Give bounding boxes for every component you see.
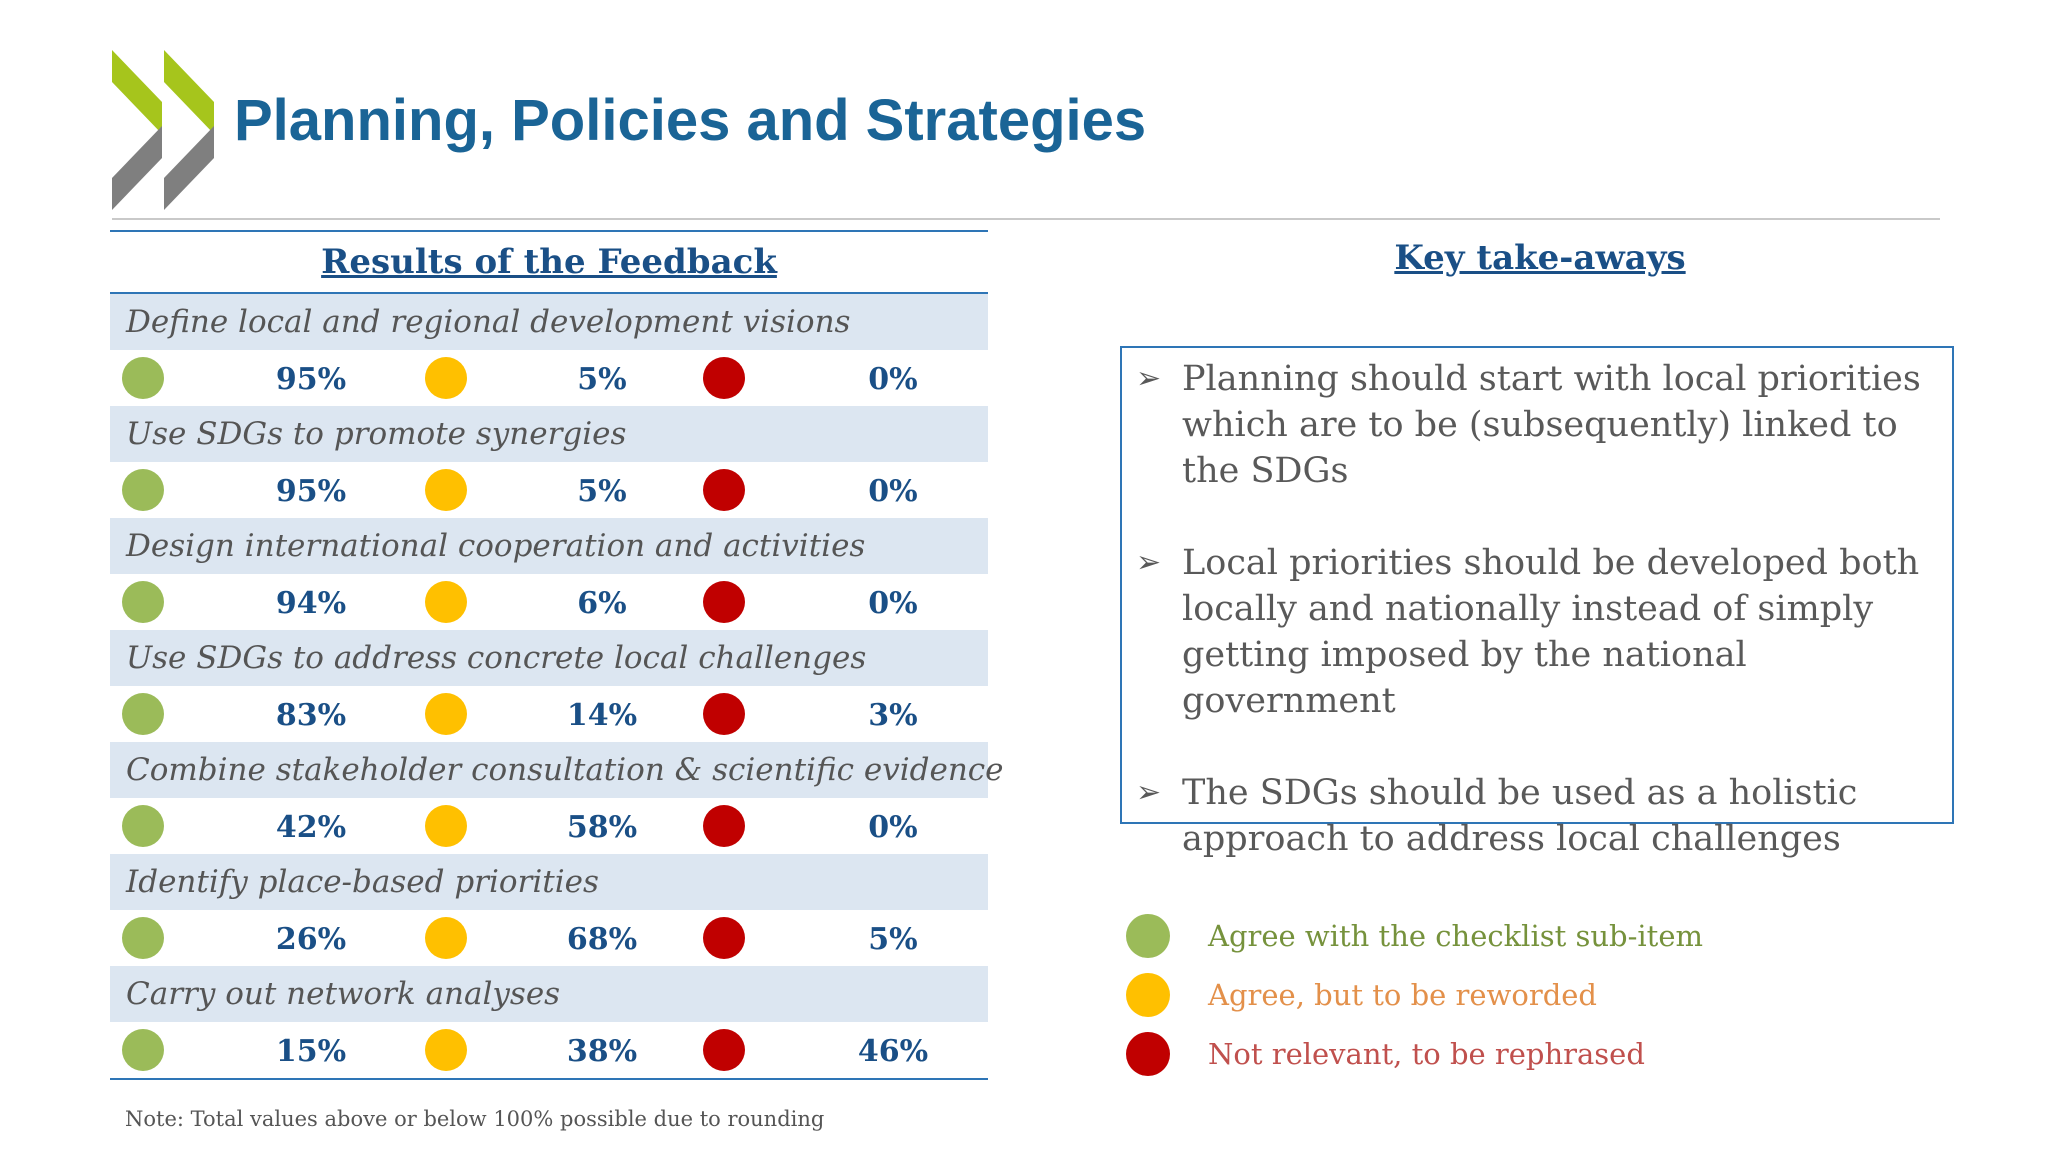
- green-dot-icon: [122, 805, 164, 847]
- green-dot-icon: [122, 469, 164, 511]
- checklist-item-values: 26% 68% 5%: [110, 910, 988, 966]
- legend-item-reword: Agree, but to be reworded: [1126, 973, 1703, 1017]
- not-relevant-percentage: 3%: [868, 698, 918, 733]
- reword-percentage: 14%: [566, 698, 638, 733]
- red-dot-icon: [703, 805, 745, 847]
- rounding-note: Note: Total values above or below 100% p…: [125, 1107, 825, 1131]
- legend-item-agree: Agree with the checklist sub-item: [1126, 914, 1703, 958]
- checklist-item-label: Define local and regional development vi…: [110, 294, 988, 350]
- takeaway-text: Local priorities should be developed bot…: [1182, 543, 1920, 721]
- red-dot-icon: [703, 693, 745, 735]
- key-takeaways-heading: Key take-aways: [1394, 238, 1686, 278]
- takeaway-item: ➢ Planning should start with local prior…: [1136, 356, 1938, 494]
- key-takeaways-box: ➢ Planning should start with local prior…: [1120, 346, 1954, 859]
- checklist-item-label: Carry out network analyses: [110, 966, 988, 1022]
- red-dot-icon: [703, 1029, 745, 1071]
- green-dot-icon: [122, 693, 164, 735]
- yellow-dot-icon: [425, 693, 467, 735]
- checklist-item-values: 95% 5% 0%: [110, 350, 988, 406]
- agree-percentage: 42%: [275, 810, 347, 845]
- agree-percentage: 95%: [275, 474, 347, 509]
- checklist-item-label: Design international cooperation and act…: [110, 518, 988, 574]
- results-rows: Define local and regional development vi…: [110, 294, 1004, 1078]
- yellow-dot-icon: [425, 1029, 467, 1071]
- takeaway-item: ➢ The SDGs should be used as a holistic …: [1136, 770, 1938, 862]
- checklist-item-label: Use SDGs to address concrete local chall…: [110, 630, 988, 686]
- results-header: Results of the Feedback: [110, 232, 988, 294]
- yellow-dot-icon: [425, 805, 467, 847]
- reword-percentage: 68%: [566, 922, 638, 957]
- legend-label: Not relevant, to be rephrased: [1208, 1037, 1645, 1071]
- green-dot-icon: [122, 1029, 164, 1071]
- checklist-item-values: 83% 14% 3%: [110, 686, 988, 742]
- oecd-logo-icon: [112, 50, 214, 210]
- legend-label: Agree with the checklist sub-item: [1208, 919, 1703, 953]
- green-dot-icon: [122, 917, 164, 959]
- legend-label: Agree, but to be reworded: [1208, 978, 1597, 1012]
- red-dot-icon: [1126, 1032, 1170, 1076]
- red-dot-icon: [703, 469, 745, 511]
- reword-percentage: 6%: [577, 586, 627, 621]
- takeaway-text: Planning should start with local priorit…: [1182, 359, 1921, 491]
- reword-percentage: 5%: [577, 474, 627, 509]
- red-dot-icon: [703, 917, 745, 959]
- not-relevant-percentage: 0%: [868, 586, 918, 621]
- arrow-bullet-icon: ➢: [1136, 775, 1162, 810]
- checklist-item-label: Use SDGs to promote synergies: [110, 406, 988, 462]
- yellow-dot-icon: [425, 917, 467, 959]
- checklist-item-label: Identify place-based priorities: [110, 854, 988, 910]
- green-dot-icon: [122, 357, 164, 399]
- agree-percentage: 26%: [275, 922, 347, 957]
- not-relevant-percentage: 0%: [868, 362, 918, 397]
- reword-percentage: 58%: [566, 810, 638, 845]
- yellow-dot-icon: [425, 357, 467, 399]
- not-relevant-percentage: 46%: [857, 1034, 929, 1069]
- reword-percentage: 38%: [566, 1034, 638, 1069]
- title-divider: [112, 218, 1940, 220]
- legend: Agree with the checklist sub-item Agree,…: [1126, 914, 1703, 1091]
- takeaway-text: The SDGs should be used as a holistic ap…: [1182, 773, 1858, 859]
- agree-percentage: 83%: [275, 698, 347, 733]
- not-relevant-percentage: 5%: [868, 922, 918, 957]
- checklist-item-values: 95% 5% 0%: [110, 462, 988, 518]
- checklist-item-label: Combine stakeholder consultation & scien…: [110, 742, 1004, 798]
- reword-percentage: 5%: [577, 362, 627, 397]
- agree-percentage: 94%: [275, 586, 347, 621]
- yellow-dot-icon: [425, 581, 467, 623]
- not-relevant-percentage: 0%: [868, 810, 918, 845]
- arrow-bullet-icon: ➢: [1136, 545, 1162, 580]
- red-dot-icon: [703, 581, 745, 623]
- checklist-item-values: 42% 58% 0%: [110, 798, 988, 854]
- checklist-item-values: 15% 38% 46%: [110, 1022, 988, 1078]
- results-heading: Results of the Feedback: [321, 242, 777, 282]
- agree-percentage: 15%: [275, 1034, 347, 1069]
- checklist-item-values: 94% 6% 0%: [110, 574, 988, 630]
- agree-percentage: 95%: [275, 362, 347, 397]
- results-table: Results of the Feedback Define local and…: [110, 230, 1004, 1080]
- green-dot-icon: [1126, 914, 1170, 958]
- page-title: Planning, Policies and Strategies: [234, 88, 1147, 153]
- arrow-bullet-icon: ➢: [1136, 361, 1162, 396]
- green-dot-icon: [122, 581, 164, 623]
- yellow-dot-icon: [425, 469, 467, 511]
- takeaway-item: ➢ Local priorities should be developed b…: [1136, 540, 1938, 724]
- legend-item-not-relevant: Not relevant, to be rephrased: [1126, 1032, 1703, 1076]
- red-dot-icon: [703, 357, 745, 399]
- not-relevant-percentage: 0%: [868, 474, 918, 509]
- yellow-dot-icon: [1126, 973, 1170, 1017]
